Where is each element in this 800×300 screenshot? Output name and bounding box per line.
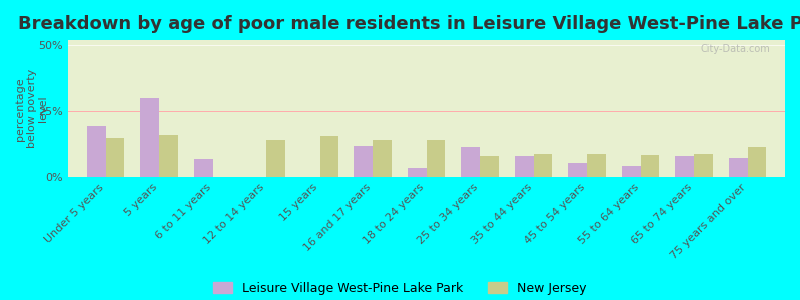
Bar [408,168,426,177]
Bar [462,147,480,177]
Bar [480,156,498,177]
Bar [568,163,587,177]
Bar [641,155,659,177]
Bar [319,136,338,177]
Bar [675,156,694,177]
Bar [729,158,747,177]
Bar [694,154,713,177]
Bar [747,147,766,177]
Bar [622,166,641,177]
Bar [534,154,552,177]
Bar [194,159,213,177]
Bar [354,146,373,177]
Bar [106,138,124,177]
Bar [266,140,285,177]
Bar [373,140,392,177]
Bar [87,126,106,177]
Y-axis label: percentage
below poverty
level: percentage below poverty level [15,69,48,148]
Bar [587,154,606,177]
Bar [159,135,178,177]
Bar [426,140,446,177]
Bar [140,98,159,177]
Bar [515,156,534,177]
Title: Breakdown by age of poor male residents in Leisure Village West-Pine Lake Park: Breakdown by age of poor male residents … [18,15,800,33]
Text: City-Data.com: City-Data.com [701,44,770,54]
Legend: Leisure Village West-Pine Lake Park, New Jersey: Leisure Village West-Pine Lake Park, New… [208,277,592,300]
